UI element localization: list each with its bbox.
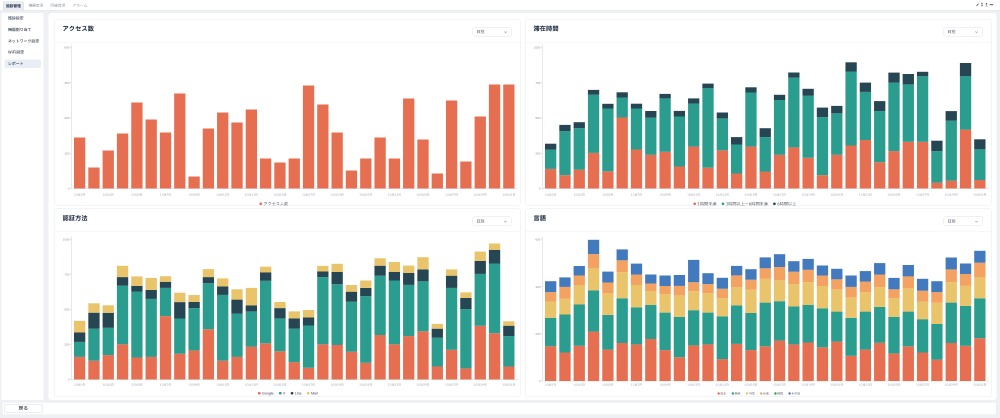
svg-text:150: 150: [64, 151, 69, 155]
svg-text:750: 750: [535, 81, 540, 85]
svg-text:0: 0: [539, 187, 541, 191]
svg-text:0: 0: [68, 378, 70, 382]
svg-text:600: 600: [64, 46, 69, 50]
svg-text:600: 600: [535, 238, 540, 242]
svg-text:450: 450: [64, 81, 69, 85]
svg-text:Line: Line: [295, 392, 302, 396]
svg-text:1000: 1000: [63, 238, 70, 242]
svg-text:1000: 1000: [534, 46, 541, 50]
svg-text:300: 300: [64, 116, 69, 120]
svg-text:Mail: Mail: [311, 392, 318, 396]
svg-text:500: 500: [535, 116, 540, 120]
svg-text:250: 250: [64, 343, 69, 347]
svg-text:0: 0: [68, 187, 70, 191]
svg-text:Google: Google: [262, 392, 274, 396]
svg-text:200: 200: [535, 332, 540, 336]
svg-text:250: 250: [535, 151, 540, 155]
svg-text:750: 750: [64, 273, 69, 277]
svg-text:0: 0: [539, 379, 541, 383]
svg-text:500: 500: [64, 308, 69, 312]
svg-text:X: X: [283, 392, 286, 396]
svg-text:400: 400: [535, 285, 540, 289]
